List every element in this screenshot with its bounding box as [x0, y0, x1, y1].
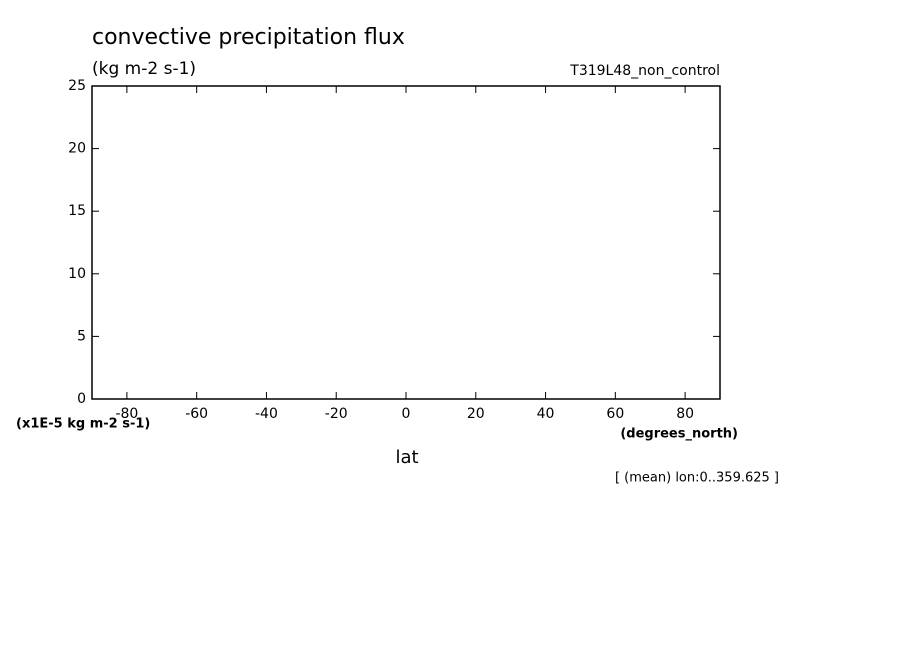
- y-tick-label: 5: [77, 328, 86, 344]
- x-tick-label: 40: [537, 406, 555, 422]
- note: [ (mean) lon:0..359.625 ]: [615, 471, 779, 486]
- y-tick-label: 20: [68, 141, 86, 157]
- y-tick-label: 25: [68, 78, 86, 94]
- chart-subtitle: (kg m-2 s-1): [92, 59, 196, 79]
- x-tick-label: -60: [185, 406, 208, 422]
- y-unit: (x1E-5 kg m-2 s-1): [16, 417, 150, 432]
- y-tick-label: 0: [77, 391, 86, 407]
- chart-title: convective precipitation flux: [92, 25, 405, 50]
- x-tick-label: 0: [402, 406, 411, 422]
- x-tick-label: -20: [325, 406, 348, 422]
- y-tick-label: 15: [68, 203, 86, 219]
- x-unit: (degrees_north): [620, 427, 738, 442]
- x-tick-label: 20: [467, 406, 485, 422]
- y-tick-label: 10: [68, 266, 86, 282]
- x-tick-label: -40: [255, 406, 278, 422]
- x-tick-label: 80: [676, 406, 694, 422]
- run-label: T319L48_non_control: [569, 63, 720, 79]
- x-tick-label: 60: [606, 406, 624, 422]
- x-axis-label: lat: [395, 447, 418, 468]
- x-tick-label: -80: [115, 406, 138, 422]
